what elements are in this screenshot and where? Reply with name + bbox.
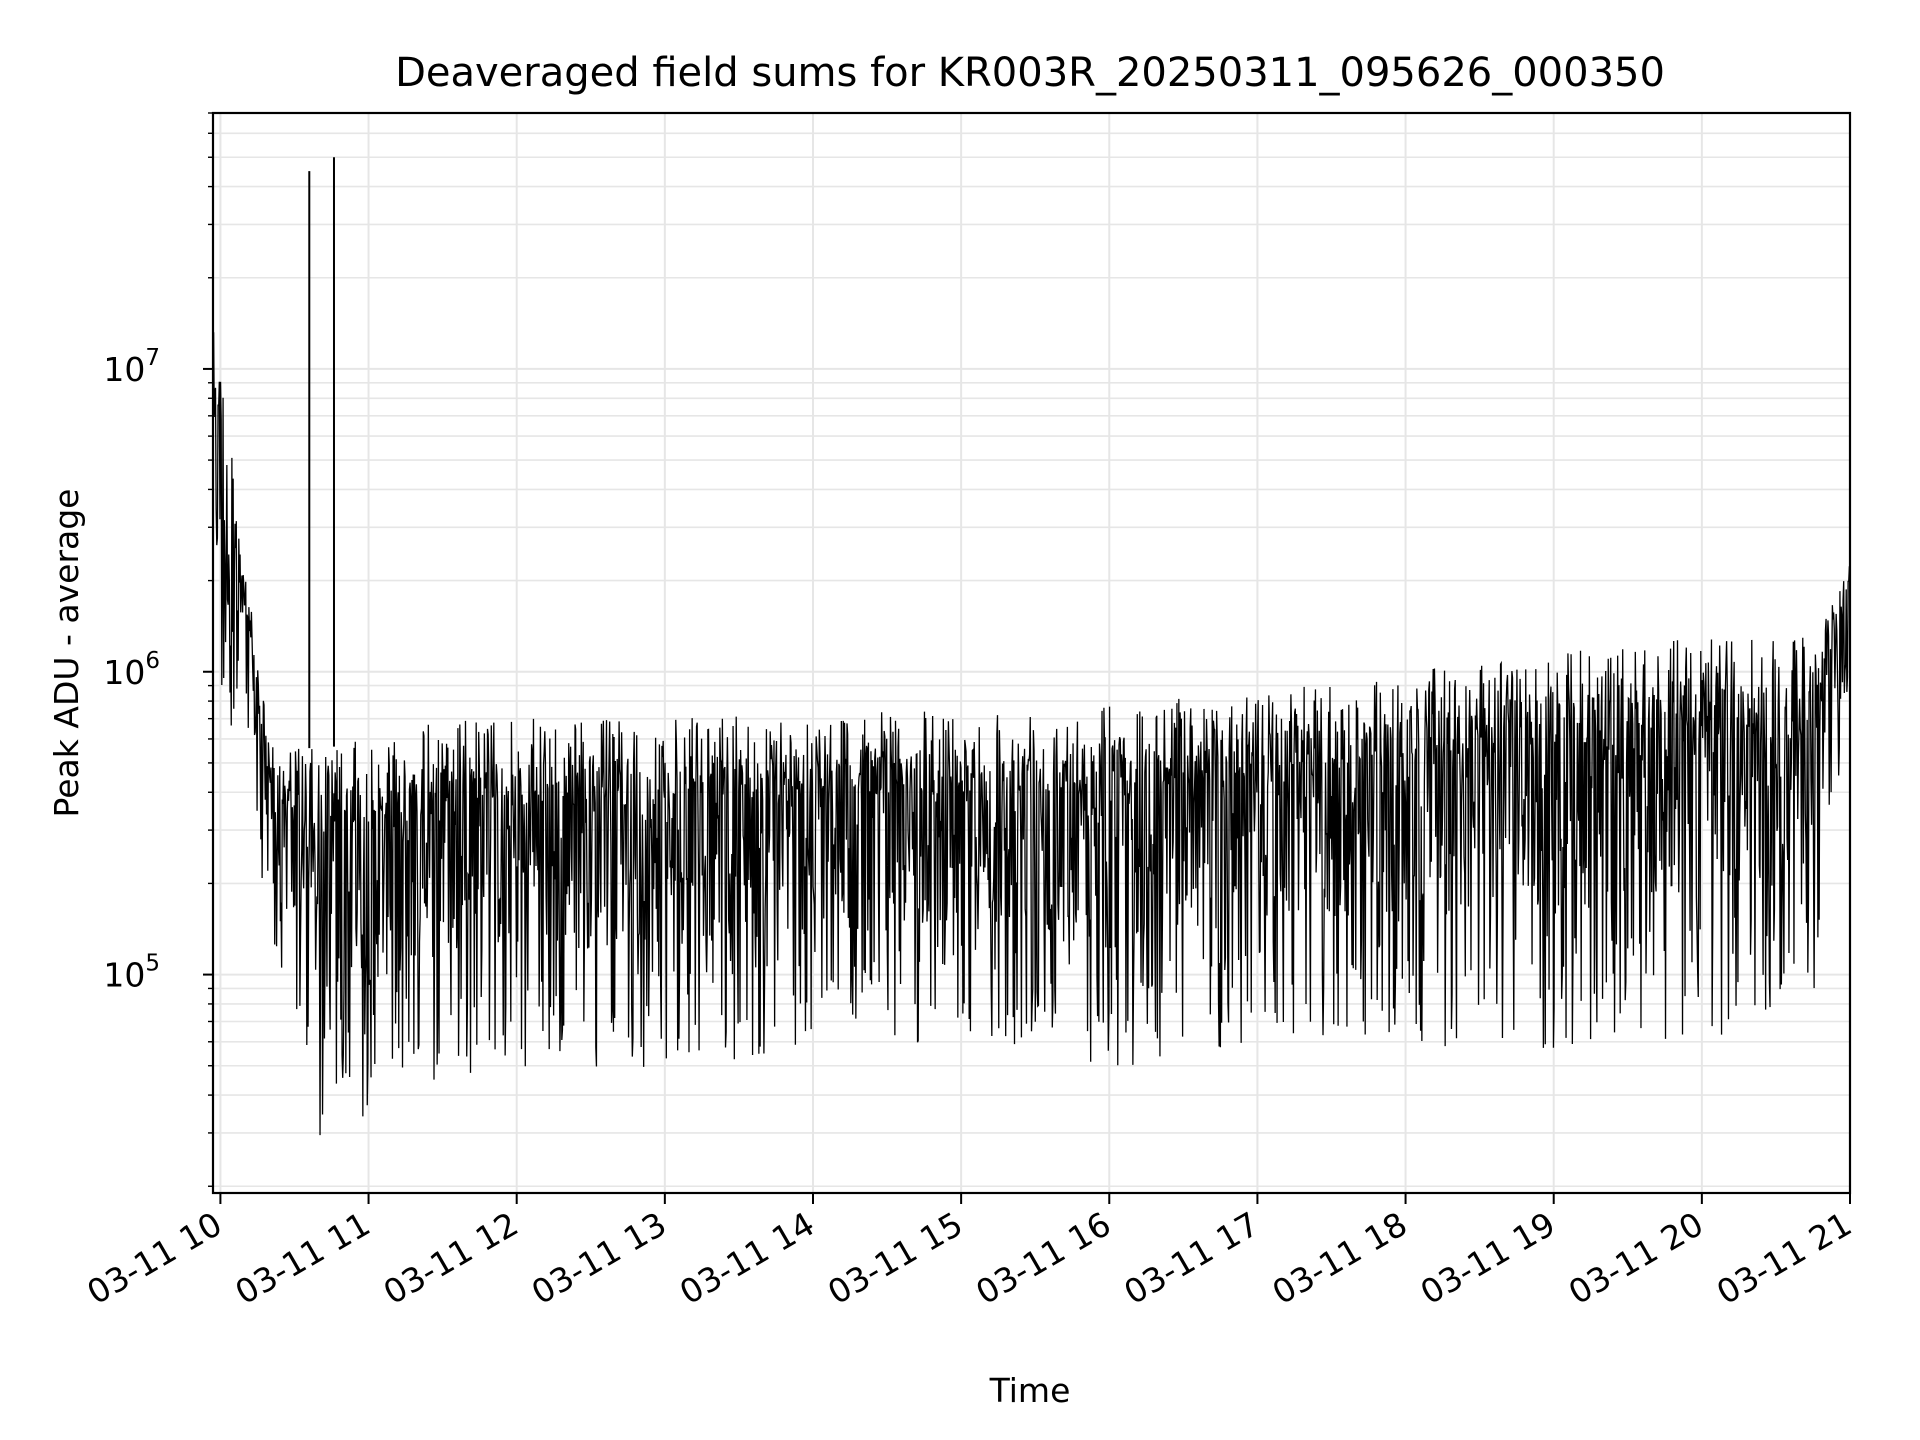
data-series	[212, 157, 1851, 1136]
y-tick-label: 105	[103, 951, 160, 995]
y-axis-label: Peak ADU - average	[47, 489, 86, 818]
plot-frame	[211, 111, 1852, 1195]
series-line	[212, 332, 1851, 1136]
y-tick-label: 107	[103, 345, 160, 389]
x-axis-label: Time	[989, 1371, 1071, 1410]
chart-title: Deaveraged field sums for KR003R_2025031…	[395, 50, 1665, 96]
y-tick-label: 106	[103, 648, 160, 692]
y-axis: 105 106 107	[103, 112, 213, 1187]
